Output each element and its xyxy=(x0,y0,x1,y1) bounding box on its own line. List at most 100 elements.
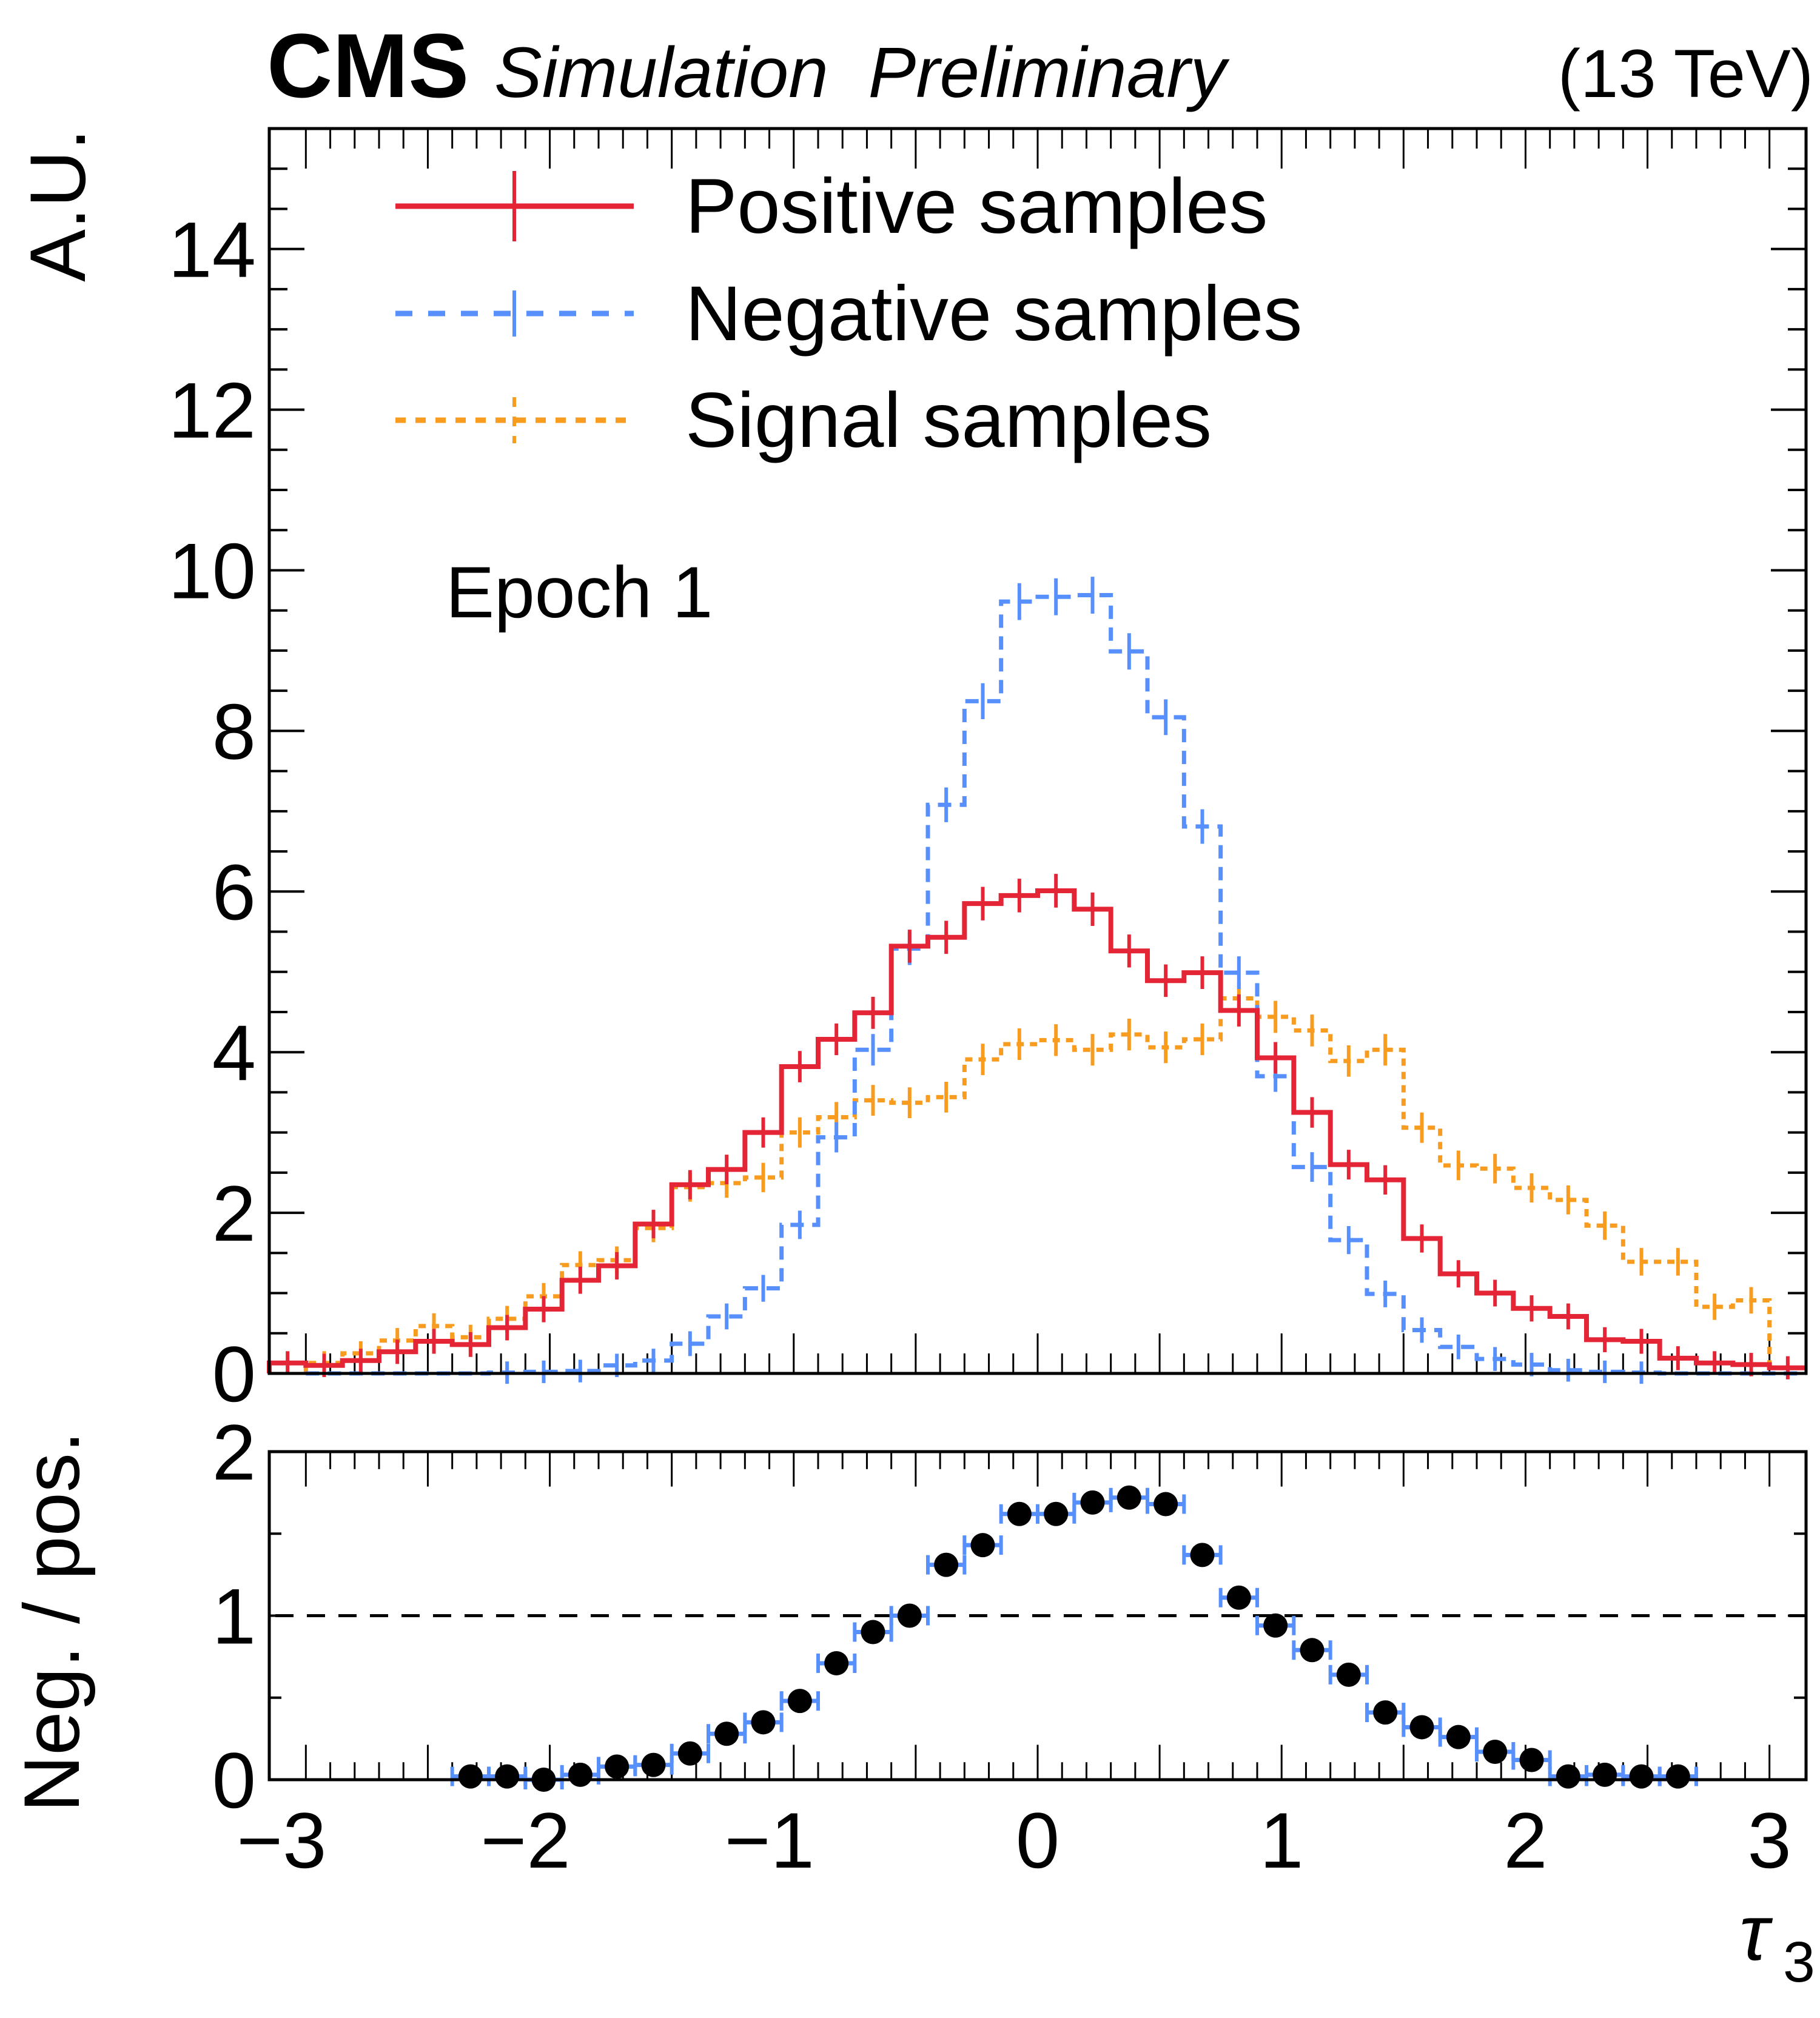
ratio-marker xyxy=(1409,1715,1434,1740)
ratio-marker xyxy=(605,1754,630,1779)
ratio-point xyxy=(889,1603,930,1628)
x-tick-label: −2 xyxy=(480,1796,570,1885)
ratio-point xyxy=(633,1752,674,1777)
ratio-marker xyxy=(1300,1638,1325,1663)
ratio-point xyxy=(853,1620,893,1644)
y-tick-label: 14 xyxy=(168,206,256,294)
ratio-marker xyxy=(934,1552,959,1577)
experiment-label: CMS xyxy=(267,15,469,116)
ratio-marker xyxy=(1373,1700,1398,1725)
ratio-point xyxy=(1548,1764,1588,1789)
main-frame xyxy=(267,127,1808,1375)
ratio-point xyxy=(779,1689,820,1714)
ratio-marker xyxy=(641,1752,666,1777)
ratio-point xyxy=(487,1764,528,1789)
ratio-marker xyxy=(1629,1764,1654,1789)
ratio-point xyxy=(1402,1715,1442,1740)
ratio-marker xyxy=(1263,1613,1288,1638)
ratio-axis-ticks xyxy=(269,1450,1806,1781)
y-tick-label: 4 xyxy=(212,1008,256,1097)
ratio-point xyxy=(597,1754,637,1779)
ratio-point xyxy=(1475,1740,1516,1765)
ratio-point xyxy=(1072,1490,1113,1515)
ratio-point xyxy=(962,1533,1003,1558)
ratio-point xyxy=(1511,1748,1552,1772)
ratio-point xyxy=(450,1764,491,1789)
ratio-y-tick-labels: 0 1 2 xyxy=(212,1408,256,1825)
ratio-point xyxy=(1255,1613,1296,1638)
ratio-point xyxy=(1657,1764,1698,1789)
y-tick-label: 6 xyxy=(212,848,256,936)
ratio-marker xyxy=(568,1762,593,1787)
extra-text: Simulation Preliminary xyxy=(494,33,1230,113)
legend: Positive samples Negative samples Signal s… xyxy=(395,163,1302,464)
energy-label: (13 TeV) xyxy=(1558,36,1813,112)
epoch-annotation: Epoch 1 xyxy=(446,552,713,633)
ratio-panel: 0 1 2 −3 −2 −1 0 1 2 3 xyxy=(212,1408,1808,1885)
y-tick-label: 12 xyxy=(168,366,256,455)
x-tick-label: 0 xyxy=(1016,1796,1059,1885)
ratio-marker xyxy=(677,1741,702,1766)
ratio-y-tick-label: 2 xyxy=(212,1408,256,1497)
ratio-point xyxy=(1585,1762,1625,1787)
y-tick-label: 0 xyxy=(212,1330,256,1418)
legend-entry-negative: Negative samples xyxy=(395,270,1302,357)
ratio-point xyxy=(999,1501,1039,1526)
histogram-line-signal xyxy=(303,996,1772,1373)
series-negative xyxy=(306,577,1806,1384)
ratio-points xyxy=(450,1485,1698,1792)
ratio-marker xyxy=(1665,1764,1690,1789)
ratio-marker xyxy=(458,1764,483,1789)
ratio-point xyxy=(1182,1543,1223,1567)
x-tick-label: 1 xyxy=(1260,1796,1303,1885)
ratio-marker xyxy=(1483,1740,1508,1765)
ratio-marker xyxy=(1007,1501,1032,1526)
ratio-marker xyxy=(1593,1762,1617,1787)
ratio-point xyxy=(1365,1700,1406,1725)
x-tick-label: 2 xyxy=(1503,1796,1547,1885)
y-tick-label: 8 xyxy=(212,687,256,776)
ratio-point xyxy=(1146,1492,1186,1517)
legend-entry-signal: Signal samples xyxy=(395,377,1212,464)
ratio-marker xyxy=(1519,1748,1544,1772)
histogram-line-positive xyxy=(267,888,1806,1373)
y-tick-label: 2 xyxy=(212,1169,256,1258)
ratio-point xyxy=(1438,1725,1479,1749)
main-series xyxy=(267,577,1806,1384)
ratio-point xyxy=(743,1710,784,1735)
ratio-y-tick-label: 0 xyxy=(212,1736,256,1825)
main-y-axis-label: A.U. xyxy=(13,129,102,282)
ratio-marker xyxy=(970,1533,995,1558)
legend-entry-positive: Positive samples xyxy=(395,163,1268,250)
ratio-marker xyxy=(1446,1725,1471,1749)
ratio-marker xyxy=(1117,1485,1141,1510)
ratio-x-tick-labels: −3 −2 −1 0 1 2 3 xyxy=(237,1796,1791,1885)
ratio-marker xyxy=(1080,1490,1105,1515)
ratio-marker xyxy=(1153,1492,1178,1517)
ratio-marker xyxy=(495,1764,520,1789)
ratio-point xyxy=(926,1552,967,1577)
ratio-point xyxy=(670,1741,710,1766)
ratio-marker xyxy=(1336,1662,1361,1687)
ratio-point xyxy=(1109,1485,1149,1510)
ratio-marker xyxy=(861,1620,885,1644)
ratio-marker xyxy=(787,1689,812,1714)
x-tick-label: −3 xyxy=(237,1796,326,1885)
main-y-tick-labels: 0 2 4 6 8 10 12 14 xyxy=(168,206,256,1418)
ratio-point xyxy=(1292,1638,1332,1663)
series-positive xyxy=(267,874,1806,1379)
ratio-marker xyxy=(1226,1585,1251,1610)
ratio-marker xyxy=(1044,1501,1069,1526)
histogram-line-negative xyxy=(306,593,1806,1376)
ratio-point xyxy=(816,1651,857,1675)
ratio-y-axis-label: Neg. / pos. xyxy=(7,1431,96,1812)
ratio-marker xyxy=(897,1603,922,1628)
x-axis-label-subscript: 3 xyxy=(1783,1930,1815,1994)
legend-label-signal: Signal samples xyxy=(685,377,1212,464)
x-axis-label-main: τ xyxy=(1739,1888,1773,1977)
ratio-point xyxy=(1621,1764,1662,1789)
ratio-frame xyxy=(267,1450,1808,1782)
x-tick-label: 3 xyxy=(1748,1796,1791,1885)
legend-label-positive: Positive samples xyxy=(685,163,1268,250)
